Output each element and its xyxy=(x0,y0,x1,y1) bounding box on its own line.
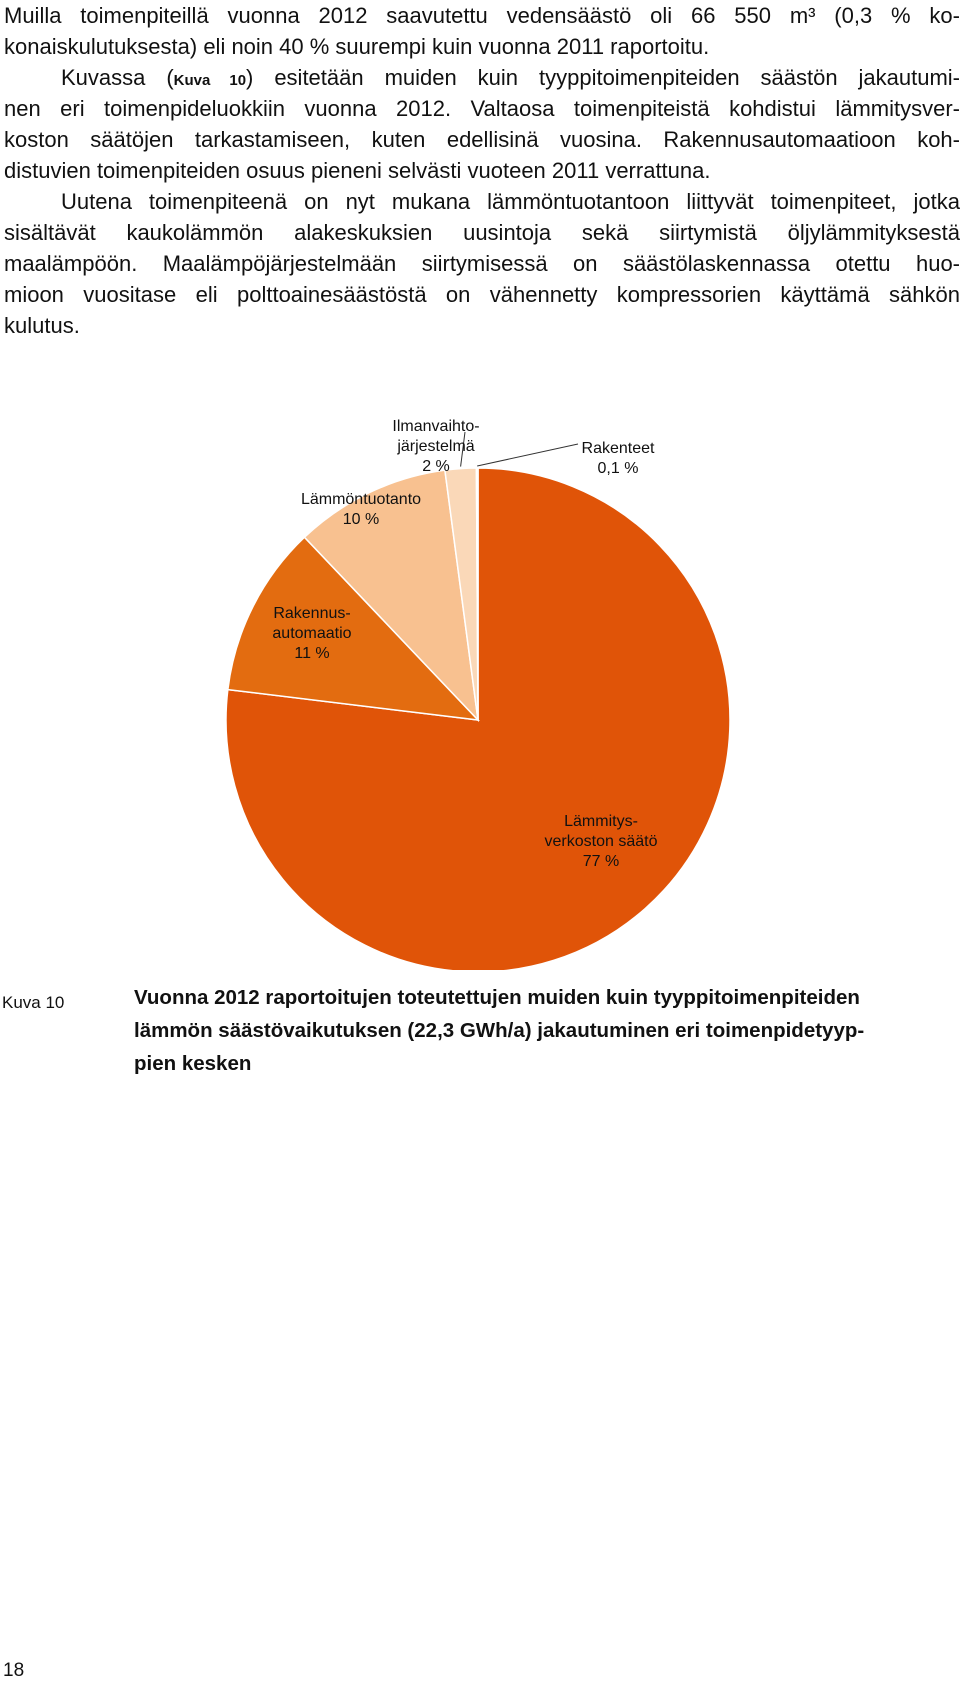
data-label-line: järjestelmä xyxy=(396,438,474,455)
data-label-line: Rakenteet xyxy=(582,440,655,457)
text-line: distuvien toimenpiteiden osuus pieneni s… xyxy=(4,158,711,183)
data-label-line: Lämmitys- xyxy=(564,813,638,830)
text-fragment: Kuvassa ( xyxy=(61,65,174,90)
figure-reference-link[interactable]: Kuva 10 xyxy=(173,72,247,89)
paragraph-heat-production: Uutena toimenpiteenä on nyt mukana lämmö… xyxy=(4,186,960,341)
data-label-heat-production: Lämmöntuotanto 10 % xyxy=(301,491,421,528)
data-label-line: 77 % xyxy=(583,853,619,870)
pie-slice-structures xyxy=(475,467,479,721)
text-fragment: ) esitetään muiden kuin tyyppitoimenpite… xyxy=(246,65,960,90)
data-label-line: Rakennus- xyxy=(273,605,350,622)
data-label-line: 11 % xyxy=(294,645,329,662)
paragraph-figure-intro: Kuvassa (Kuva 10) esitetään muiden kuin … xyxy=(4,62,960,186)
text-line: konaiskulutuksesta) eli noin 40 % suurem… xyxy=(4,34,710,59)
caption-line: lämmön säästövaikutuksen (22,3 GWh/a) ja… xyxy=(134,1019,865,1042)
data-label-line: automaatio xyxy=(272,625,351,642)
leader-line-structures xyxy=(477,443,579,467)
text-line: maalämpöön. Maalämpöjärjestelmään siirty… xyxy=(4,251,960,276)
data-label-line: 0,1 % xyxy=(598,460,639,477)
figure-number: Kuva 10 xyxy=(2,993,65,1012)
text-line: Muilla toimenpiteillä vuonna 2012 saavut… xyxy=(4,3,960,28)
text-line: mioon vuositase eli polttoainesäästöstä … xyxy=(4,282,960,307)
pie-slice-heat-production xyxy=(303,469,480,723)
data-label-line: Lämmöntuotanto xyxy=(301,491,421,508)
text-line: Kuvassa (Kuva 10) esitetään muiden kuin … xyxy=(4,62,960,93)
text-line: koston säätöjen tarkastamiseen, kuten ed… xyxy=(4,127,960,152)
paragraph-water-savings: Muilla toimenpiteillä vuonna 2012 saavut… xyxy=(4,0,960,62)
data-label-heating-network: Lämmitys-verkoston säätö 77 % xyxy=(545,813,658,870)
leader-line-ventilation xyxy=(460,431,466,467)
figure-caption: Vuonna 2012 raportoitujen toteutettujen … xyxy=(134,981,934,1080)
pie-slice-building-automation xyxy=(227,536,480,721)
data-label-ventilation: Ilmanvaihto-järjestelmä 2 % xyxy=(392,418,479,475)
data-label-line: verkoston säätö xyxy=(545,833,658,850)
page-number: 18 xyxy=(3,1660,25,1681)
caption-line: pien kesken xyxy=(134,1052,252,1075)
text-line: kulutus. xyxy=(4,313,80,338)
text-line: sisältävät kaukolämmön alakeskuksien uus… xyxy=(4,220,960,245)
data-label-building-automation: Rakennus-automaatio 11 % xyxy=(272,605,351,662)
data-label-structures: Rakenteet 0,1 % xyxy=(582,440,655,477)
caption-line: Vuonna 2012 raportoitujen toteutettujen … xyxy=(134,986,860,1009)
data-label-line: 2 % xyxy=(422,458,450,475)
data-label-line: Ilmanvaihto- xyxy=(392,418,479,435)
pie-chart: Lämmitys-verkoston säätö 77 % Rakennus-aut… xyxy=(225,418,731,970)
text-line: Uutena toimenpiteenä on nyt mukana lämmö… xyxy=(61,189,960,214)
text-line: nen eri toimenpideluokkiin vuonna 2012. … xyxy=(4,96,960,121)
data-label-line: 10 % xyxy=(343,511,379,528)
